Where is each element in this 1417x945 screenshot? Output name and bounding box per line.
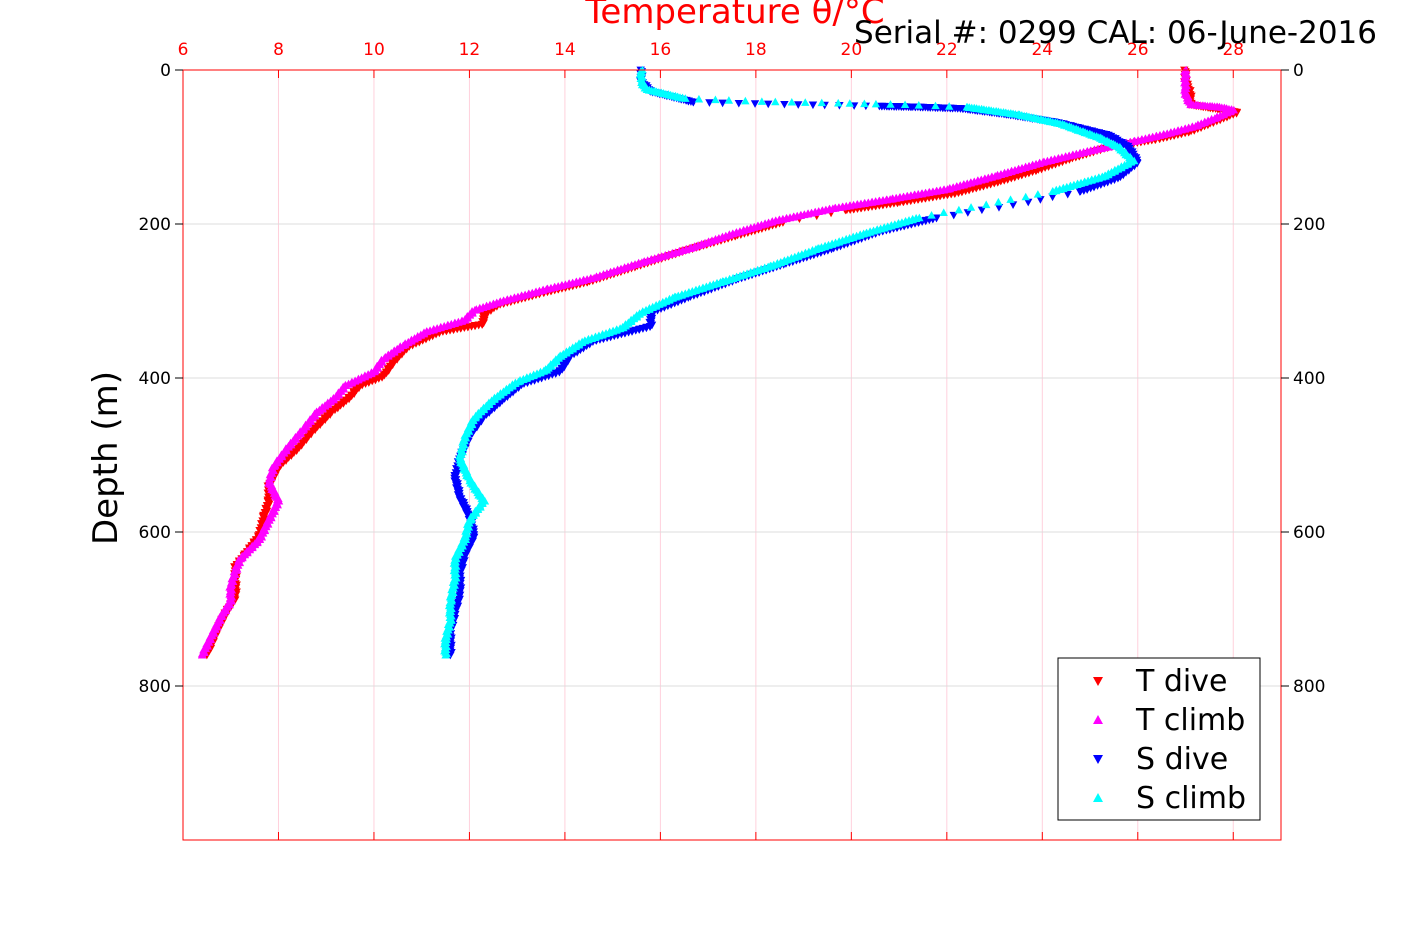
top-axis-tick-label: 24	[1031, 40, 1053, 60]
data-marker	[994, 204, 1004, 212]
data-marker	[1008, 201, 1018, 209]
data-marker	[197, 651, 207, 659]
data-marker	[1024, 198, 1033, 207]
data-marker	[681, 94, 690, 102]
top-axis-title: Temperature θ/°C	[584, 0, 884, 32]
right-axis-tick-label: 800	[1293, 677, 1325, 697]
series-s-climb	[440, 65, 1139, 659]
data-marker	[845, 99, 854, 107]
legend-marker	[1093, 715, 1103, 724]
left-axis-tick-label: 600	[139, 523, 171, 543]
data-marker	[945, 102, 954, 110]
top-axis-tick-label: 28	[1222, 40, 1244, 60]
data-marker	[1006, 195, 1015, 203]
data-marker	[764, 100, 773, 109]
top-axis-tick-label: 16	[650, 40, 672, 60]
top-axis-tick-label: 10	[363, 40, 385, 60]
left-axis-tick-label: 0	[160, 61, 171, 81]
axis-ticks	[175, 69, 1289, 840]
data-marker	[900, 100, 910, 109]
legend-box	[1057, 657, 1261, 821]
data-marker	[757, 97, 767, 105]
data-marker	[794, 101, 803, 109]
tick-labels: 6 8 10 12 14 16 18 20 22 24 26 28 0 0 200 200 400 400 600 6…	[139, 40, 1326, 697]
series-t-climb	[197, 65, 1239, 659]
data-marker	[1075, 188, 1085, 196]
right-axis-tick-label: 0	[1293, 61, 1304, 81]
data-marker	[1048, 187, 1058, 196]
data-marker	[886, 100, 895, 108]
data-marker	[1033, 190, 1043, 198]
data-marker	[724, 96, 734, 104]
legend: T dive T climb S dive S climb	[1057, 657, 1261, 821]
legend-label: S climb	[1136, 781, 1246, 816]
data-marker	[718, 99, 727, 108]
data-marker	[817, 98, 826, 107]
data-marker	[977, 206, 987, 215]
data-marker	[1036, 196, 1045, 204]
data-marker	[963, 209, 973, 217]
data-marker	[689, 98, 698, 107]
data-marker	[750, 100, 760, 108]
top-axis-tick-label: 18	[745, 40, 767, 60]
top-axis-tick-label: 26	[1127, 40, 1149, 60]
right-axis-tick-label: 200	[1293, 215, 1325, 235]
data-marker	[931, 101, 940, 110]
data-marker	[780, 100, 789, 109]
right-axis-tick-label: 400	[1293, 369, 1325, 389]
legend-label: T dive	[1135, 664, 1227, 699]
data-marker	[711, 95, 720, 104]
top-axis-tick-label: 22	[936, 40, 958, 60]
top-axis-tick-label: 12	[459, 40, 481, 60]
data-marker	[808, 101, 818, 110]
legend-label: T climb	[1135, 703, 1245, 738]
top-axis-tick-label: 14	[554, 40, 576, 60]
data-marker	[694, 94, 704, 103]
data-marker	[741, 96, 750, 105]
data-marker	[860, 99, 869, 108]
legend-marker	[1093, 677, 1103, 686]
data-marker	[1021, 192, 1030, 201]
data-marker	[994, 197, 1003, 206]
data-marker	[982, 200, 991, 209]
data-marker	[1048, 193, 1057, 202]
y-axis-title: Depth (m)	[86, 371, 126, 545]
data-marker	[954, 205, 964, 214]
data-marker	[441, 651, 450, 659]
data-marker	[734, 99, 744, 108]
data-marker	[914, 101, 923, 109]
data-marker	[871, 99, 881, 108]
data-marker	[801, 98, 810, 106]
data-marker	[939, 208, 948, 216]
left-axis-tick-label: 200	[139, 215, 171, 235]
data-marker	[787, 97, 796, 106]
data-marker	[1063, 190, 1072, 199]
legend-marker	[1093, 793, 1103, 802]
top-axis-tick-label: 8	[273, 40, 284, 60]
data-marker	[966, 203, 976, 211]
data-marker	[834, 98, 843, 107]
data-marker	[705, 99, 714, 107]
right-axis-tick-label: 600	[1293, 523, 1325, 543]
left-axis-tick-label: 800	[139, 677, 171, 697]
legend-marker	[1093, 755, 1103, 764]
top-axis-tick-label: 20	[841, 40, 863, 60]
plot-frame	[182, 69, 1282, 841]
data-marker	[771, 97, 780, 106]
left-axis-tick-label: 400	[139, 369, 171, 389]
data-marker	[949, 211, 958, 220]
top-axis-tick-label: 6	[178, 40, 189, 60]
legend-label: S dive	[1136, 742, 1228, 777]
data-marker	[927, 211, 936, 219]
series-layer	[197, 65, 1242, 660]
chart-title: Serial #: 0299 CAL: 06-June-2016	[854, 15, 1377, 51]
